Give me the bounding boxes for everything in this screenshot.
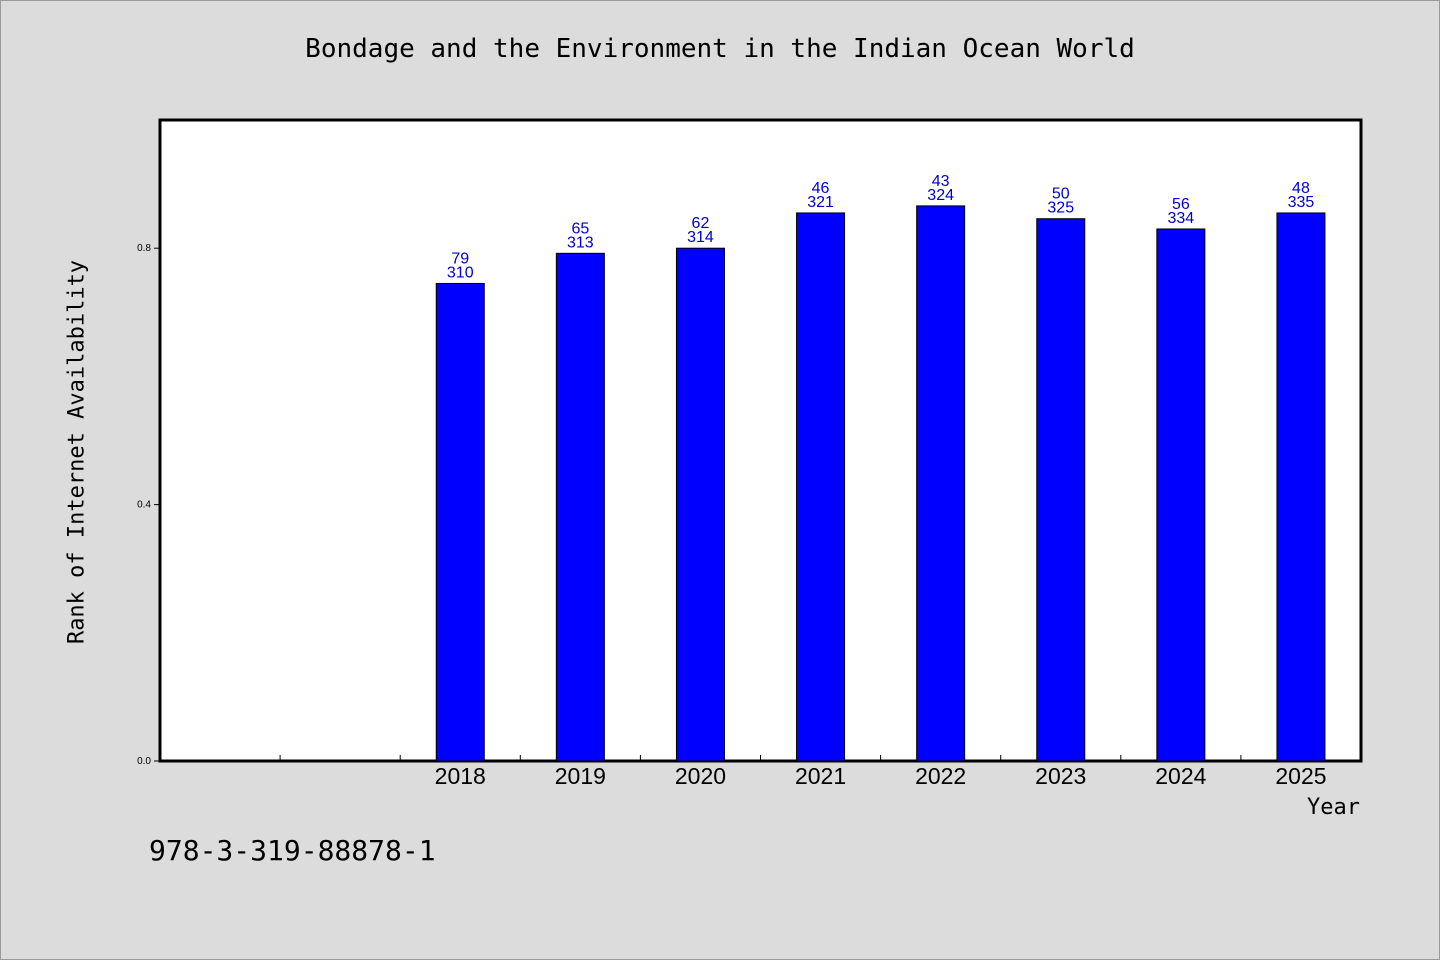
bar-2023 bbox=[1036, 218, 1086, 762]
x-tick-label: 2023 bbox=[1035, 763, 1086, 789]
data-label-top: 46 bbox=[812, 180, 830, 197]
data-label-bottom: 321 bbox=[807, 194, 834, 211]
data-label-top: 62 bbox=[692, 215, 710, 232]
data-label-top: 43 bbox=[932, 173, 950, 190]
y-tick-label: 0.4 bbox=[137, 500, 151, 511]
x-tick-label: 2018 bbox=[435, 763, 486, 789]
data-label-bottom: 310 bbox=[447, 264, 474, 281]
y-tick-label: 0.8 bbox=[137, 243, 151, 254]
data-label-top: 79 bbox=[451, 250, 469, 267]
y-tick-label: 0.0 bbox=[137, 756, 151, 767]
data-label-top: 56 bbox=[1172, 196, 1190, 213]
x-tick-label: 2025 bbox=[1275, 763, 1326, 789]
data-label-bottom: 313 bbox=[567, 234, 594, 251]
x-tick-label: 2020 bbox=[675, 763, 726, 789]
x-tick-label: 2022 bbox=[915, 763, 966, 789]
data-label-bottom: 335 bbox=[1288, 194, 1315, 211]
x-axis-label: Year bbox=[1307, 795, 1360, 820]
bar-2025 bbox=[1276, 212, 1326, 762]
data-label-top: 48 bbox=[1292, 180, 1310, 197]
data-label-bottom: 314 bbox=[687, 229, 714, 246]
x-tick-label: 2021 bbox=[795, 763, 846, 789]
data-label-top: 50 bbox=[1052, 186, 1070, 203]
bar-2019 bbox=[555, 252, 605, 762]
bar-2020 bbox=[675, 247, 725, 762]
data-label-bottom: 325 bbox=[1047, 200, 1074, 217]
bar-2022 bbox=[916, 205, 966, 762]
chart-title: Bondage and the Environment in the India… bbox=[305, 34, 1135, 64]
x-tick-label: 2024 bbox=[1155, 763, 1206, 789]
data-label-bottom: 334 bbox=[1167, 210, 1194, 227]
bar-2018 bbox=[435, 282, 485, 762]
y-axis-label: Rank of Internet Availability bbox=[64, 259, 90, 645]
data-label-bottom: 324 bbox=[927, 187, 954, 204]
data-label-top: 65 bbox=[571, 220, 589, 237]
bar-2024 bbox=[1156, 228, 1206, 762]
x-tick-label: 2019 bbox=[555, 763, 606, 789]
bar-2021 bbox=[796, 212, 846, 762]
isbn-footnote: 978-3-319-88878-1 bbox=[149, 834, 436, 867]
